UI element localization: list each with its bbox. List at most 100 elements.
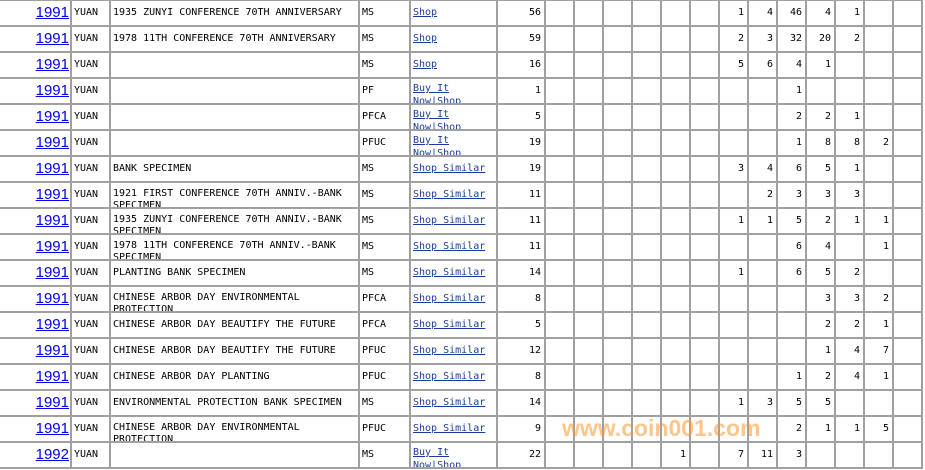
- year-link[interactable]: 1991: [35, 186, 69, 203]
- shop-link[interactable]: Shop Similar: [413, 163, 486, 174]
- year-link[interactable]: 1991: [35, 30, 69, 47]
- grade-count-cell: [544, 337, 575, 365]
- grade-count-cell: 46: [776, 0, 807, 27]
- grade-count-cell: [573, 155, 604, 183]
- total-cell: 16: [496, 51, 546, 79]
- grade-count-cell: 6: [776, 259, 807, 287]
- table-row: 1991 YUAN 1978 11TH CONFERENCE 70TH ANNIVE…: [0, 25, 923, 53]
- total-cell: 59: [496, 25, 546, 53]
- shop-link[interactable]: Buy It Now|Shop: [413, 447, 462, 467]
- year-link[interactable]: 1991: [35, 316, 69, 333]
- grade-count-cell: [660, 25, 691, 53]
- grade-count-cell: 1: [834, 207, 865, 235]
- year-link[interactable]: 1991: [35, 82, 69, 99]
- grade-count-cell: [718, 285, 749, 313]
- grade-count-cell: [631, 311, 662, 339]
- grade-count-cell: 4: [747, 155, 778, 183]
- shop-link[interactable]: Shop Similar: [413, 345, 486, 356]
- grade-count-cell: [718, 103, 749, 131]
- shop-link[interactable]: Buy It Now|Shop: [413, 83, 462, 103]
- grade-count-cell: [544, 233, 575, 261]
- year-link[interactable]: 1991: [35, 108, 69, 125]
- grade-count-cell: [602, 129, 633, 157]
- grade-count-cell: [892, 259, 923, 287]
- shop-cell: Shop Similar: [409, 337, 498, 365]
- grade-count-cell: [892, 0, 923, 27]
- shop-link[interactable]: Shop: [413, 59, 438, 70]
- shop-link[interactable]: Shop Similar: [413, 267, 486, 278]
- grade-count-cell: [892, 285, 923, 313]
- total-cell: 56: [496, 0, 546, 27]
- shop-link[interactable]: Shop Similar: [413, 189, 486, 200]
- grade-count-cell: [544, 441, 575, 469]
- grade-count-cell: [689, 441, 720, 469]
- grade-count-cell: [573, 129, 604, 157]
- grade-count-cell: [892, 415, 923, 443]
- grade-count-cell: [573, 363, 604, 391]
- shop-link[interactable]: Shop Similar: [413, 241, 486, 252]
- shop-link[interactable]: Shop: [413, 7, 438, 18]
- denomination-cell: YUAN: [70, 155, 111, 183]
- year-link[interactable]: 1991: [35, 4, 69, 21]
- table-row: 1991 YUAN PF Buy It Now|Shop 1 1: [0, 77, 923, 105]
- total-cell: 8: [496, 285, 546, 313]
- year-link[interactable]: 1991: [35, 420, 69, 437]
- shop-link[interactable]: Buy It Now|Shop: [413, 135, 462, 155]
- shop-link[interactable]: Shop: [413, 33, 438, 44]
- grade-count-cell: 1: [834, 0, 865, 27]
- year-link[interactable]: 1991: [35, 290, 69, 307]
- table-row: 1991 YUAN CHINESE ARBOR DAY PLANTING PFUC Sh…: [0, 363, 923, 391]
- grade-cell: PFUC: [358, 415, 411, 443]
- year-link[interactable]: 1991: [35, 56, 69, 73]
- grade-count-cell: [631, 415, 662, 443]
- grade-count-cell: 1: [863, 207, 894, 235]
- year-link[interactable]: 1991: [35, 134, 69, 151]
- grade-count-cell: 3: [805, 285, 836, 313]
- grade-cell: MS: [358, 233, 411, 261]
- grade-count-cell: [602, 311, 633, 339]
- grade-count-cell: 5: [776, 207, 807, 235]
- year-link[interactable]: 1991: [35, 394, 69, 411]
- grade-count-cell: [892, 77, 923, 105]
- grade-cell: PFCA: [358, 311, 411, 339]
- shop-link[interactable]: Shop Similar: [413, 397, 486, 408]
- year-link[interactable]: 1991: [35, 264, 69, 281]
- grade-count-cell: [747, 259, 778, 287]
- grade-cell: MS: [358, 25, 411, 53]
- year-link[interactable]: 1991: [35, 368, 69, 385]
- shop-link[interactable]: Shop Similar: [413, 319, 486, 330]
- grade-count-cell: [718, 129, 749, 157]
- denomination-cell: YUAN: [70, 51, 111, 79]
- grade-count-cell: [892, 311, 923, 339]
- grade-count-cell: [660, 51, 691, 79]
- shop-link[interactable]: Shop Similar: [413, 215, 486, 226]
- grade-count-cell: 1: [747, 207, 778, 235]
- year-link[interactable]: 1991: [35, 238, 69, 255]
- grade-count-cell: [689, 207, 720, 235]
- grade-cell: MS: [358, 441, 411, 469]
- grade-count-cell: 1: [776, 129, 807, 157]
- grade-count-cell: [544, 0, 575, 27]
- shop-link[interactable]: Buy It Now|Shop: [413, 109, 462, 129]
- grade-count-cell: [747, 311, 778, 339]
- shop-link[interactable]: Shop Similar: [413, 293, 486, 304]
- denomination-cell: YUAN: [70, 77, 111, 105]
- grade-count-cell: 3: [747, 389, 778, 417]
- shop-cell: Shop: [409, 51, 498, 79]
- shop-link[interactable]: Shop Similar: [413, 371, 486, 382]
- shop-cell: Shop Similar: [409, 311, 498, 339]
- year-link[interactable]: 1991: [35, 342, 69, 359]
- grade-count-cell: [747, 103, 778, 131]
- grade-count-cell: [660, 363, 691, 391]
- grade-count-cell: [834, 233, 865, 261]
- grade-count-cell: [689, 285, 720, 313]
- grade-count-cell: [573, 0, 604, 27]
- shop-link[interactable]: Shop Similar: [413, 423, 486, 434]
- grade-count-cell: 7: [718, 441, 749, 469]
- grade-count-cell: [660, 207, 691, 235]
- year-link[interactable]: 1991: [35, 160, 69, 177]
- grade-count-cell: [573, 207, 604, 235]
- year-link[interactable]: 1991: [35, 212, 69, 229]
- description-cell: CHINESE ARBOR DAY BEAUTIFY THE FUTURE: [109, 337, 360, 365]
- year-link[interactable]: 1992: [35, 446, 69, 463]
